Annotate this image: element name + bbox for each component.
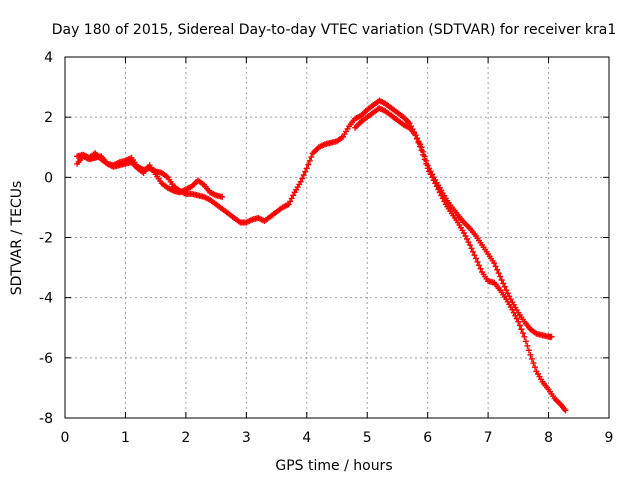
- x-tick-label: 0: [61, 430, 70, 446]
- data-point: [290, 192, 297, 199]
- data-point: [305, 161, 312, 168]
- data-point: [515, 318, 522, 325]
- y-tick-label: -6: [39, 351, 53, 367]
- data-point: [476, 262, 483, 269]
- data-point: [512, 312, 519, 319]
- data-point: [492, 263, 499, 270]
- data-point: [474, 258, 481, 265]
- data-point: [528, 355, 535, 362]
- data-point: [306, 157, 313, 164]
- data-point: [503, 287, 510, 294]
- x-tick-labels: 0 1 2 3 4 5 6 7 8 9: [61, 430, 614, 446]
- data-point: [421, 153, 428, 160]
- x-axis-label: GPS time / hours: [275, 458, 392, 474]
- grid-lines: [65, 57, 609, 418]
- data-point: [527, 351, 534, 358]
- data-point: [414, 135, 421, 142]
- data-point: [418, 144, 425, 151]
- data-point: [420, 148, 427, 155]
- data-point: [302, 168, 309, 175]
- data-point: [516, 322, 523, 329]
- x-tick-label: 8: [544, 430, 553, 446]
- series-2: [74, 153, 226, 200]
- data-point: [463, 236, 470, 243]
- data-point: [494, 266, 501, 273]
- data-point: [504, 290, 511, 297]
- chart-title: Day 180 of 2015, Sidereal Day-to-day VTE…: [52, 22, 617, 38]
- data-point: [491, 260, 498, 267]
- data-point: [525, 347, 532, 354]
- series-3: [352, 105, 555, 340]
- data-point: [429, 171, 436, 178]
- y-axis-label: SDTVAR / TECUs: [9, 181, 25, 296]
- data-point: [466, 242, 473, 249]
- data-point: [519, 330, 526, 337]
- x-tick-label: 5: [363, 430, 372, 446]
- data-point: [524, 342, 531, 349]
- data-point: [308, 154, 315, 161]
- data-point: [473, 255, 480, 262]
- data-point: [495, 270, 502, 277]
- x-tick-label: 1: [121, 430, 130, 446]
- y-tick-label: 4: [44, 50, 53, 66]
- data-point: [285, 201, 292, 208]
- data-point: [427, 168, 434, 175]
- data-point: [219, 193, 226, 200]
- data-point: [521, 333, 528, 340]
- axis-ticks: [64, 56, 610, 419]
- data-point: [441, 198, 448, 205]
- data-point: [522, 338, 529, 345]
- data-point: [500, 280, 507, 287]
- y-tick-label: -4: [39, 291, 53, 307]
- data-point: [465, 239, 472, 246]
- x-tick-label: 9: [605, 430, 614, 446]
- y-tick-label: 0: [44, 170, 53, 186]
- data-point: [423, 157, 430, 164]
- data-point: [531, 364, 538, 371]
- data-point: [300, 172, 307, 179]
- data-point: [513, 315, 520, 322]
- data-point: [287, 198, 294, 205]
- data-point: [424, 162, 431, 169]
- y-tick-label: -2: [39, 231, 53, 247]
- data-point: [426, 165, 433, 172]
- y-tick-label: -8: [39, 411, 53, 427]
- data-point: [297, 178, 304, 185]
- data-point: [470, 248, 476, 255]
- data-point: [507, 296, 514, 303]
- data-point: [530, 360, 537, 367]
- y-tick-label: 2: [44, 110, 53, 126]
- series-1: [74, 97, 569, 414]
- y-tick-labels: -8 -6 -4 -2 0 2 4: [39, 50, 53, 427]
- data-point: [471, 252, 478, 259]
- data-series: [74, 97, 569, 414]
- x-tick-label: 6: [423, 430, 432, 446]
- x-tick-label: 2: [181, 430, 190, 446]
- data-point: [288, 195, 295, 202]
- x-tick-label: 3: [242, 430, 251, 446]
- data-point: [299, 175, 306, 182]
- data-point: [506, 293, 513, 300]
- data-point: [501, 283, 508, 290]
- data-point: [518, 326, 525, 333]
- data-point: [303, 165, 310, 172]
- data-point: [460, 229, 467, 236]
- data-point: [462, 232, 469, 239]
- data-point: [468, 245, 475, 252]
- x-tick-label: 7: [484, 430, 493, 446]
- data-point: [562, 407, 569, 414]
- data-point: [415, 138, 422, 145]
- data-point: [412, 132, 419, 139]
- data-point: [498, 276, 505, 283]
- x-tick-label: 4: [302, 430, 311, 446]
- data-point: [548, 333, 555, 340]
- data-point: [417, 141, 424, 148]
- data-point: [477, 265, 484, 272]
- data-point: [497, 273, 504, 280]
